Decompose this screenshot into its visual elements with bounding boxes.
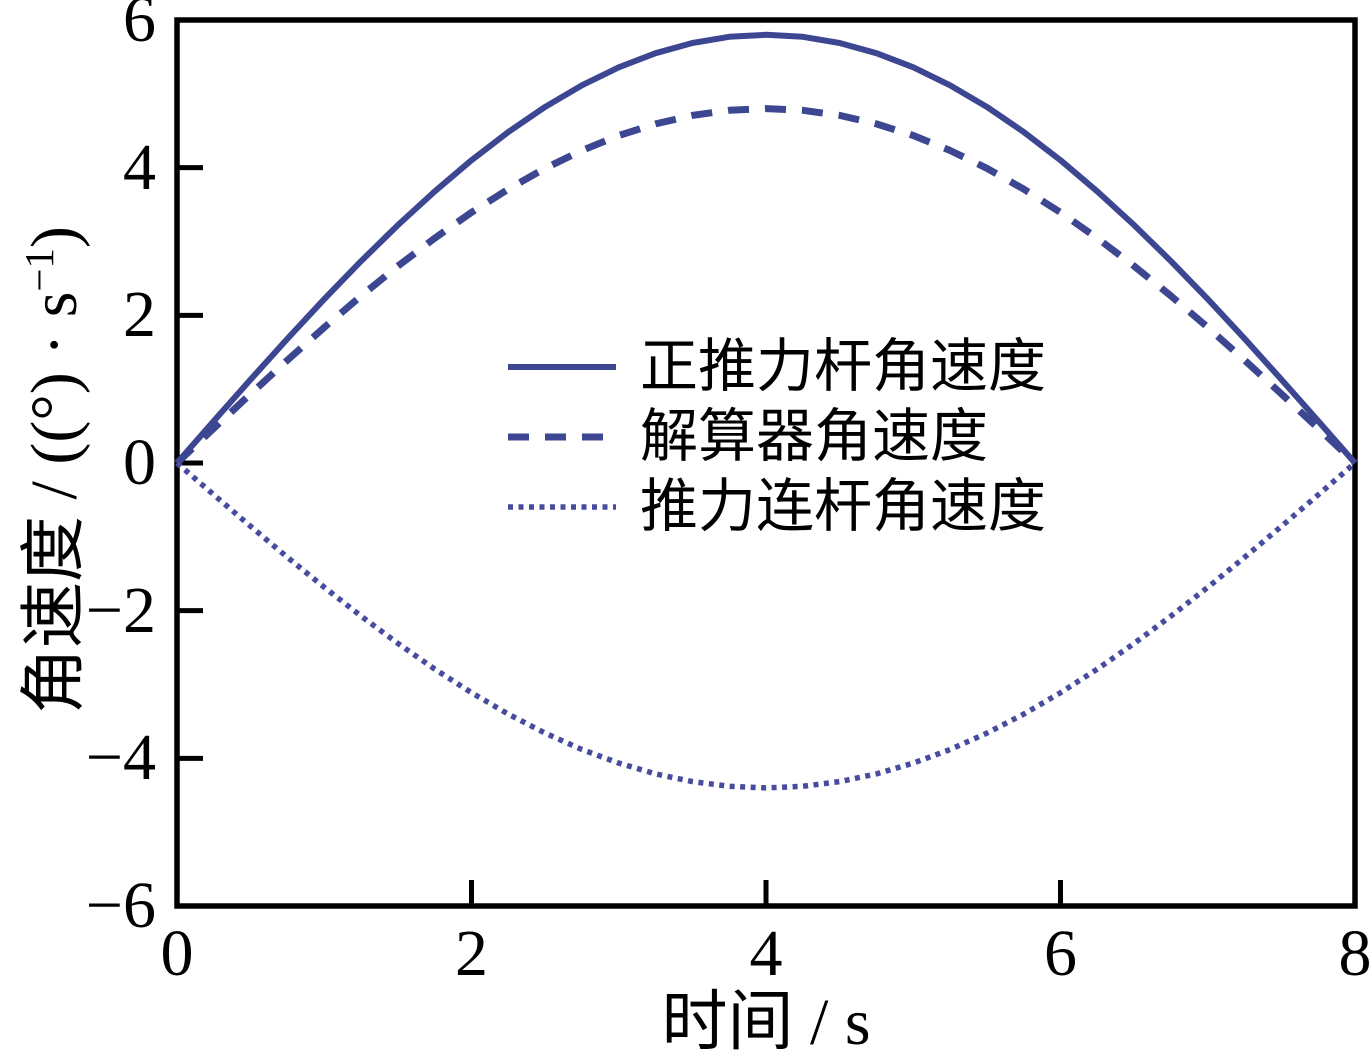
y-tick-label: 2 bbox=[123, 278, 156, 352]
legend-item-dotted: 推力连杆角速度 bbox=[506, 472, 1046, 542]
legend-dashed-line-icon bbox=[508, 433, 616, 441]
y-tick-label: 4 bbox=[123, 130, 156, 204]
y-axis-title-main: 角速度 / ((°) · s bbox=[18, 291, 91, 714]
x-tick-label: 2 bbox=[455, 917, 488, 990]
y-axis-title-end: ) bbox=[18, 226, 91, 249]
legend-label: 解算器角速度 bbox=[640, 404, 989, 469]
legend-label: 推力连杆角速度 bbox=[640, 474, 1047, 539]
x-tick-label: 0 bbox=[160, 917, 194, 990]
x-tick-label: 4 bbox=[749, 917, 783, 990]
legend: 正推力杆角速度 解算器角速度 推力连杆角速度 bbox=[506, 332, 1046, 542]
y-axis-title-superscript: −1 bbox=[17, 248, 62, 292]
series-line-dotted bbox=[175, 460, 1357, 791]
legend-solid-line-icon bbox=[508, 364, 616, 370]
x-tick-label: 6 bbox=[1044, 917, 1077, 990]
legend-dotted-line-icon bbox=[508, 504, 616, 510]
x-axis-title: 时间 / s bbox=[661, 986, 871, 1059]
y-tick-label: −2 bbox=[85, 573, 156, 647]
series-line-solid bbox=[174, 31, 1358, 465]
y-axis-title: 角速度 / ((°) · s−1) bbox=[17, 90, 92, 850]
x-tick-label: 8 bbox=[1338, 917, 1369, 990]
y-tick-label: 0 bbox=[123, 426, 156, 499]
legend-label: 正推力杆角速度 bbox=[640, 334, 1047, 399]
y-tick-label: −4 bbox=[85, 721, 156, 795]
legend-item-dashed: 解算器角速度 bbox=[506, 402, 1046, 472]
series-line-dashed bbox=[174, 105, 1358, 466]
y-tick-label: −6 bbox=[85, 869, 156, 942]
y-tick-label: 6 bbox=[123, 0, 156, 56]
legend-item-solid: 正推力杆角速度 bbox=[506, 332, 1046, 402]
